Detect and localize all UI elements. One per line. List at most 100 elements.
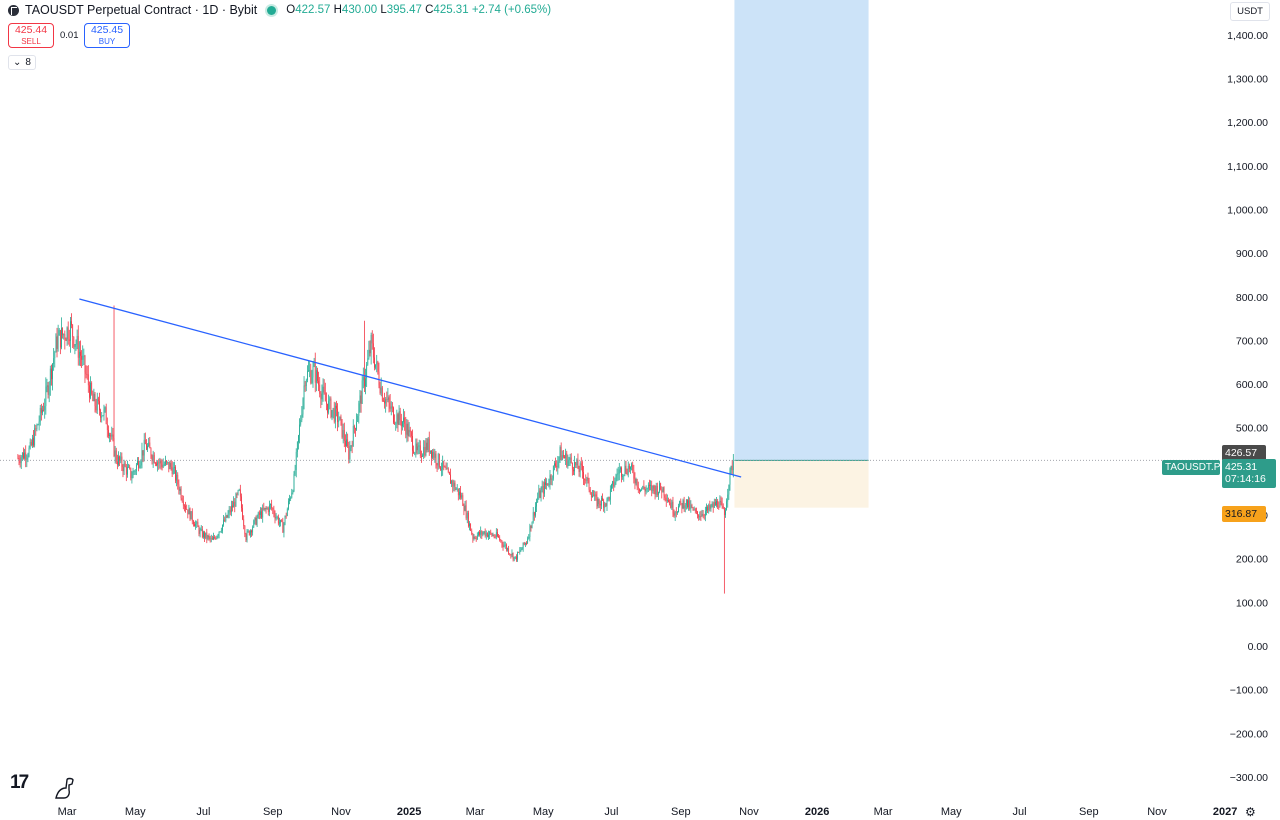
candle-body: [590, 493, 592, 498]
candle-body: [513, 556, 515, 560]
candle-body: [199, 530, 201, 534]
candle-body: [179, 488, 181, 491]
tradingview-logo-icon[interactable]: 17: [10, 772, 29, 793]
candle-body: [387, 397, 389, 400]
candle-body: [713, 502, 715, 508]
market-status-icon[interactable]: [267, 5, 277, 15]
candle-body: [302, 399, 304, 415]
candle-body: [290, 497, 292, 499]
candle-body: [450, 474, 451, 484]
candle-body: [669, 502, 670, 504]
chevron-down-icon: ⌄: [13, 57, 22, 68]
sell-button[interactable]: 425.44 SELL: [8, 23, 54, 48]
candle-body: [192, 521, 194, 525]
candle-body: [457, 488, 459, 496]
settings-icon[interactable]: ⚙: [1245, 805, 1256, 819]
upper-price-label[interactable]: 426.57: [1222, 445, 1266, 461]
current-price-label[interactable]: 425.31 07:14:16: [1222, 459, 1276, 488]
candle-body: [681, 503, 683, 509]
candle-body: [277, 516, 279, 524]
candle-body: [54, 352, 56, 359]
candle-body: [536, 501, 537, 507]
candle-body: [51, 368, 52, 380]
candle-body: [530, 525, 532, 529]
x-tick-label: Mar: [466, 806, 485, 818]
symbol-price-label[interactable]: TAOUSDT.P: [1162, 460, 1220, 475]
candle-body: [604, 503, 606, 508]
candle-body: [94, 393, 96, 407]
candle-body: [463, 505, 465, 511]
candle-body: [618, 469, 620, 474]
long-position-tool[interactable]: [734, 0, 869, 508]
candle-body: [699, 516, 701, 518]
candle-body: [565, 453, 567, 459]
indicators-toggle[interactable]: ⌄ 8: [8, 55, 36, 70]
candle-body: [491, 533, 493, 536]
symbol-title[interactable]: TAOUSDT Perpetual Contract · 1D · Bybit: [25, 3, 258, 17]
candle-body: [630, 466, 631, 470]
candlestick-series[interactable]: [17, 305, 734, 594]
candle-body: [265, 507, 267, 509]
candle-body: [685, 499, 687, 506]
candle-body: [39, 407, 41, 422]
chart-drawings[interactable]: [0, 298, 1220, 478]
candle-body: [578, 468, 580, 472]
candle-body: [588, 478, 590, 490]
candle-body: [330, 398, 332, 417]
candle-body: [247, 530, 249, 532]
candle-body: [280, 519, 281, 523]
candle-body: [206, 532, 208, 539]
candle-body: [703, 515, 705, 517]
candle-body: [303, 385, 305, 400]
stop-price-label[interactable]: 316.87: [1222, 506, 1266, 522]
y-tick-label: 600.00: [1236, 379, 1268, 391]
candle-body: [464, 505, 466, 511]
candle-body: [58, 330, 60, 336]
candle-body: [654, 488, 656, 495]
candle-body: [371, 334, 373, 344]
dinosaur-icon[interactable]: [54, 776, 76, 800]
candle-body: [694, 509, 696, 512]
candle-body: [92, 393, 94, 402]
candle-body: [101, 415, 103, 418]
candle-body: [552, 465, 554, 479]
candle-body: [555, 463, 556, 466]
candle-body: [61, 327, 62, 348]
candle-body: [318, 381, 319, 385]
candle-body: [566, 453, 568, 467]
candle-body: [226, 515, 228, 518]
candle-body: [195, 523, 197, 527]
candle-body: [557, 461, 559, 468]
candle-body: [315, 370, 317, 383]
candle-body: [275, 517, 277, 519]
candle-body: [402, 421, 403, 427]
candle-body: [45, 386, 47, 407]
candle-body: [460, 491, 461, 498]
candle-body: [243, 519, 245, 526]
buy-button[interactable]: 425.45 BUY: [84, 23, 130, 48]
candle-body: [451, 480, 453, 484]
candle-body: [178, 484, 180, 491]
candle-body: [443, 460, 445, 467]
candle-body: [548, 484, 550, 486]
currency-selector[interactable]: USDT: [1230, 2, 1270, 21]
candle-body: [731, 465, 733, 471]
price-scale-background[interactable]: [1220, 0, 1280, 800]
candle-body: [378, 371, 380, 386]
candle-body: [445, 466, 447, 470]
candle-body: [546, 483, 548, 485]
candle-body: [65, 339, 67, 341]
candle-body: [47, 385, 49, 395]
candle-body: [310, 370, 312, 383]
candle-body: [284, 515, 286, 524]
candle-body: [639, 488, 640, 492]
candle-body: [271, 504, 273, 509]
candle-body: [632, 464, 634, 471]
candle-body: [539, 490, 541, 498]
candle-body: [308, 370, 309, 372]
time-axis-labels[interactable]: Mar May Jul Sep Nov 2025 Mar May Jul Sep Nov 2026 Ma…: [58, 806, 1238, 818]
candle-body: [125, 466, 127, 475]
candle-body: [532, 512, 534, 522]
candle-body: [626, 472, 628, 475]
